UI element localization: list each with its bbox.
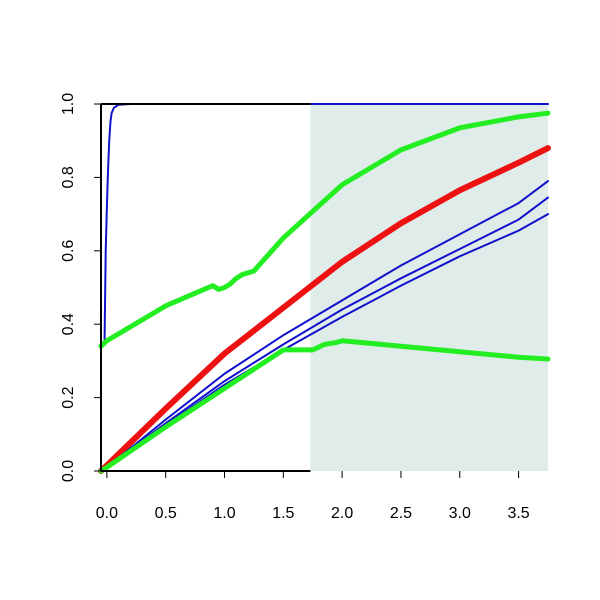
y-tick-label: 0.6 bbox=[60, 240, 77, 262]
y-tick-label: 0.2 bbox=[60, 386, 77, 408]
x-tick-label: 1.0 bbox=[213, 505, 235, 522]
x-tick-label: 3.5 bbox=[507, 505, 529, 522]
y-axis-ticks: 0.0 0.2 0.4 0.6 0.8 1.0 bbox=[60, 93, 101, 482]
x-tick-label: 2.0 bbox=[331, 505, 353, 522]
x-axis-ticks: 0.0 0.5 1.0 1.5 2.0 2.5 3.0 3.5 bbox=[96, 471, 530, 522]
series-line-7 bbox=[98, 338, 551, 474]
x-tick-label: 2.5 bbox=[390, 505, 412, 522]
series-line-3 bbox=[98, 145, 551, 474]
series-line-4 bbox=[100, 180, 549, 472]
shaded-region bbox=[310, 104, 548, 471]
x-tick-label: 3.0 bbox=[449, 505, 471, 522]
x-tick-label: 1.5 bbox=[272, 505, 294, 522]
y-tick-label: 1.0 bbox=[60, 93, 77, 115]
y-tick-label: 0.0 bbox=[60, 460, 77, 482]
x-tick-label: 0.5 bbox=[155, 505, 177, 522]
series-line-2 bbox=[98, 110, 551, 349]
y-tick-label: 0.8 bbox=[60, 166, 77, 188]
x-tick-label: 0.0 bbox=[96, 505, 118, 522]
series-group bbox=[98, 103, 551, 474]
y-tick-label: 0.4 bbox=[60, 313, 77, 335]
